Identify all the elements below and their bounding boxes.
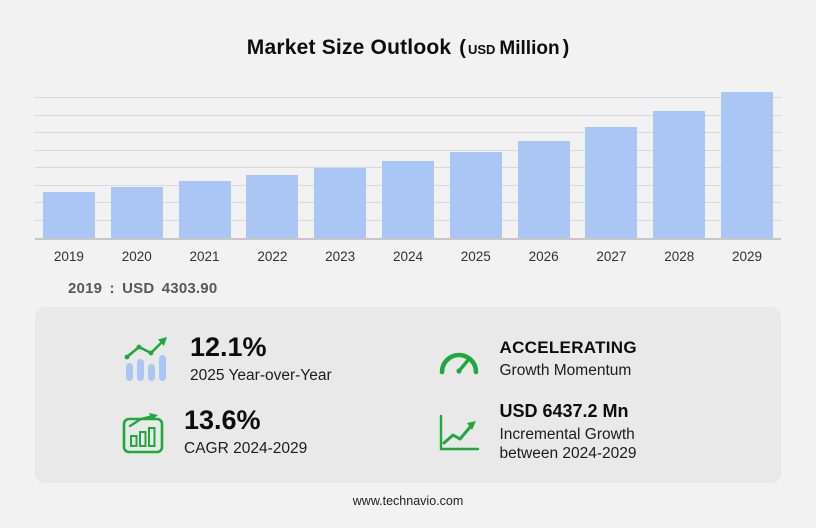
gridline <box>35 132 781 133</box>
bar-2021 <box>178 181 231 238</box>
bar-slot-2025 <box>442 90 510 238</box>
title-paren-close: ) <box>562 37 570 59</box>
bar-2028 <box>653 111 706 238</box>
bar-2025 <box>449 152 502 238</box>
bar-2029 <box>721 92 774 238</box>
title-unit-scale: Million <box>499 38 560 59</box>
x-label-2028: 2028 <box>664 249 695 264</box>
stat-yoy-text: 12.1% 2025 Year-over-Year <box>190 333 332 385</box>
stat-growth-momentum: ACCELERATING Growth Momentum <box>436 337 752 380</box>
gridline <box>35 97 781 98</box>
cagr-label: CAGR 2024-2029 <box>184 440 308 458</box>
x-label-2024: 2024 <box>392 249 423 264</box>
base-year-value-annotation: 2019 : USD 4303.90 <box>68 280 218 297</box>
x-label-2021: 2021 <box>189 249 220 264</box>
title-unit-currency: USD <box>467 42 496 57</box>
stats-panel: 12.1% 2025 Year-over-Year ACCELERATING G… <box>35 307 781 483</box>
momentum-label: Growth Momentum <box>499 361 632 379</box>
page-title: Market Size Outlook (USD Million) <box>0 0 816 60</box>
x-label-2019: 2019 <box>53 249 84 264</box>
x-label-2020: 2020 <box>121 249 152 264</box>
incremental-label: Incremental Growth between 2024-2029 <box>499 425 637 462</box>
x-label-2026: 2026 <box>528 249 559 264</box>
bar-2022 <box>246 175 299 238</box>
chart-bars <box>35 90 781 238</box>
momentum-value: ACCELERATING <box>499 337 637 357</box>
technavio-url-link[interactable]: www.technavio.com <box>352 494 464 508</box>
x-label-2027: 2027 <box>596 249 627 264</box>
speedometer-icon <box>436 340 482 380</box>
bar-slot-2021 <box>171 90 239 238</box>
bar-2020 <box>110 187 163 238</box>
bar-slot-2022 <box>238 90 306 238</box>
x-label-2023: 2023 <box>325 249 356 264</box>
line-growth-axes-icon <box>436 410 482 454</box>
bar-slot-2023 <box>306 90 374 238</box>
title-text: Market Size Outlook <box>246 36 452 59</box>
bar-slot-2024 <box>374 90 442 238</box>
gridline <box>35 149 781 151</box>
chart-box-growth-icon <box>120 410 166 456</box>
stat-yoy-growth: 12.1% 2025 Year-over-Year <box>120 333 436 385</box>
cagr-percent: 13.6% <box>184 405 261 436</box>
stat-momentum-text: ACCELERATING Growth Momentum <box>499 337 637 380</box>
bar-2026 <box>517 141 570 238</box>
bar-slot-2028 <box>645 90 713 238</box>
x-label-2025: 2025 <box>460 249 491 264</box>
bar-slot-2020 <box>103 90 171 238</box>
stat-cagr-text: 13.6% CAGR 2024-2029 <box>184 406 307 458</box>
x-label-2029: 2029 <box>732 249 763 264</box>
gridline <box>35 114 781 116</box>
stat-incremental-growth: USD 6437.2 Mn Incremental Growth between… <box>436 400 752 464</box>
bar-slot-2019 <box>35 90 103 238</box>
bar-slot-2026 <box>510 90 578 238</box>
bar-chart-growth-icon <box>120 336 172 384</box>
stat-cagr: 13.6% CAGR 2024-2029 <box>120 406 436 458</box>
chart-x-labels: 2019 2020 2021 2022 2023 2024 2025 2026 2027 2028… <box>35 249 781 264</box>
bar-2023 <box>314 168 367 238</box>
stat-incremental-text: USD 6437.2 Mn Incremental Growth between… <box>499 400 675 464</box>
bar-slot-2027 <box>578 90 646 238</box>
yoy-percent: 12.1% <box>190 332 267 363</box>
yoy-label: 2025 Year-over-Year <box>190 367 332 385</box>
footer: www.technavio.com <box>0 492 816 510</box>
chart-plot <box>35 90 781 240</box>
x-label-2022: 2022 <box>257 249 288 264</box>
market-size-bar-chart: 2019 2020 2021 2022 2023 2024 2025 2026 2027 2028… <box>35 90 781 264</box>
bar-2019 <box>42 192 95 238</box>
incremental-value: USD 6437.2 Mn <box>499 400 629 421</box>
bar-2024 <box>381 161 434 238</box>
bar-slot-2029 <box>713 90 781 238</box>
title-paren-open: ( <box>459 37 466 59</box>
bar-2027 <box>585 127 638 238</box>
